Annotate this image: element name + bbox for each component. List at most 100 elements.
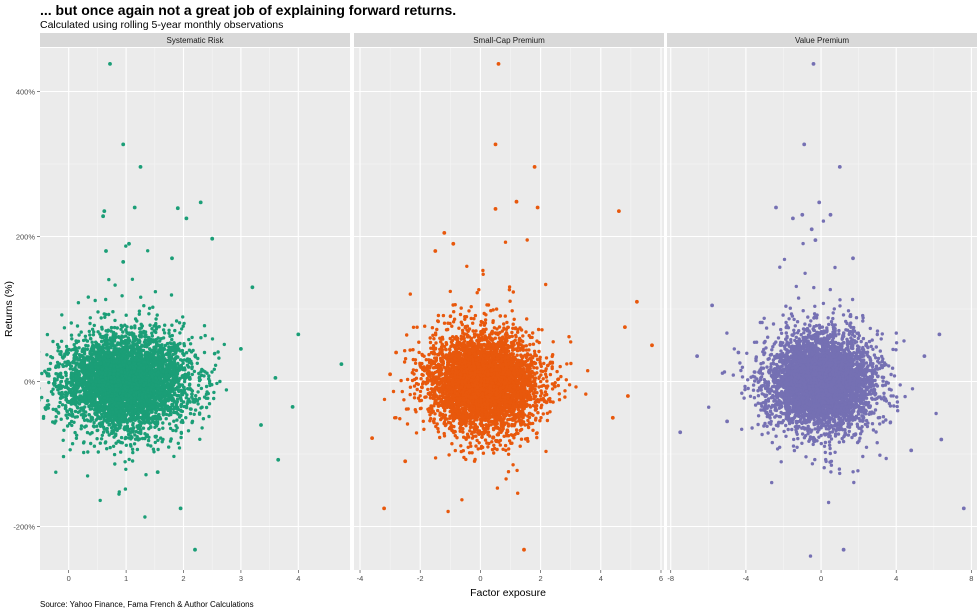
data-point — [168, 394, 172, 398]
data-point — [169, 293, 174, 297]
data-point — [157, 412, 161, 417]
data-point — [68, 364, 73, 368]
data-point — [128, 373, 132, 377]
data-point — [40, 399, 41, 402]
data-point — [170, 256, 174, 261]
data-point — [189, 359, 193, 363]
data-point — [151, 383, 155, 387]
data-point — [116, 341, 120, 345]
data-point — [196, 383, 201, 387]
data-point — [416, 396, 421, 400]
data-point — [121, 389, 125, 393]
data-point — [154, 383, 158, 388]
data-point — [112, 325, 117, 330]
data-point — [58, 400, 62, 405]
data-point — [113, 423, 117, 427]
data-point — [117, 335, 121, 340]
data-point — [179, 420, 183, 424]
data-point — [147, 378, 151, 383]
data-point — [55, 360, 60, 365]
data-point — [115, 365, 120, 369]
data-point — [179, 435, 183, 440]
data-point — [112, 452, 117, 457]
data-point — [127, 381, 132, 385]
data-point — [101, 214, 105, 219]
data-point — [110, 384, 115, 388]
data-point — [98, 370, 102, 374]
data-point — [98, 441, 103, 445]
data-point — [156, 336, 160, 340]
data-point — [78, 389, 83, 393]
data-point — [64, 379, 68, 383]
data-point — [142, 360, 147, 364]
data-point — [68, 413, 73, 417]
data-point — [207, 402, 212, 406]
data-point — [96, 344, 100, 349]
data-point — [161, 437, 165, 442]
data-point — [168, 409, 173, 414]
data-point — [163, 392, 167, 396]
data-point — [100, 433, 105, 437]
data-point — [178, 341, 182, 346]
data-point — [109, 417, 113, 422]
data-point — [149, 444, 153, 448]
data-point — [140, 395, 144, 400]
data-point — [69, 333, 74, 337]
data-point — [186, 371, 191, 375]
facet-points — [35, 62, 344, 552]
data-point — [133, 351, 137, 355]
data-point — [169, 437, 173, 441]
data-point — [124, 443, 128, 447]
data-point — [40, 371, 44, 376]
data-point — [120, 415, 125, 419]
data-point — [130, 435, 134, 440]
data-point — [182, 404, 186, 409]
data-point — [95, 437, 99, 441]
data-point — [108, 422, 112, 427]
data-point — [124, 343, 128, 347]
data-point — [143, 432, 147, 436]
data-point — [213, 363, 218, 367]
data-point — [151, 349, 155, 354]
data-point — [150, 409, 154, 413]
data-point — [64, 384, 69, 388]
data-point — [133, 378, 138, 383]
data-point — [89, 407, 94, 411]
data-point — [37, 347, 40, 350]
data-point — [179, 367, 184, 371]
data-point — [137, 334, 142, 338]
data-point — [80, 349, 84, 354]
data-point — [61, 438, 65, 442]
data-point — [111, 410, 115, 414]
data-point — [54, 407, 58, 412]
data-point — [54, 419, 58, 423]
data-point — [64, 373, 68, 378]
data-point — [167, 359, 171, 364]
data-point — [90, 327, 95, 331]
data-point — [173, 351, 178, 355]
data-point — [69, 380, 73, 384]
data-point — [145, 376, 149, 380]
data-point — [35, 382, 38, 385]
data-point — [92, 359, 96, 363]
data-point — [117, 439, 121, 443]
data-point — [158, 399, 163, 403]
data-point — [196, 390, 200, 394]
data-point — [108, 401, 112, 405]
data-point — [73, 430, 77, 435]
data-point — [120, 374, 124, 378]
data-point — [150, 405, 155, 409]
data-point — [179, 363, 183, 368]
data-point — [122, 350, 127, 354]
data-point — [132, 342, 136, 347]
data-point — [129, 400, 133, 405]
data-point — [119, 420, 124, 424]
data-point — [203, 370, 207, 374]
data-point — [200, 405, 204, 409]
data-point — [136, 340, 140, 345]
data-point — [116, 378, 121, 382]
data-point — [74, 400, 78, 404]
data-point — [109, 394, 114, 398]
data-point — [77, 372, 82, 377]
data-point — [89, 441, 93, 446]
